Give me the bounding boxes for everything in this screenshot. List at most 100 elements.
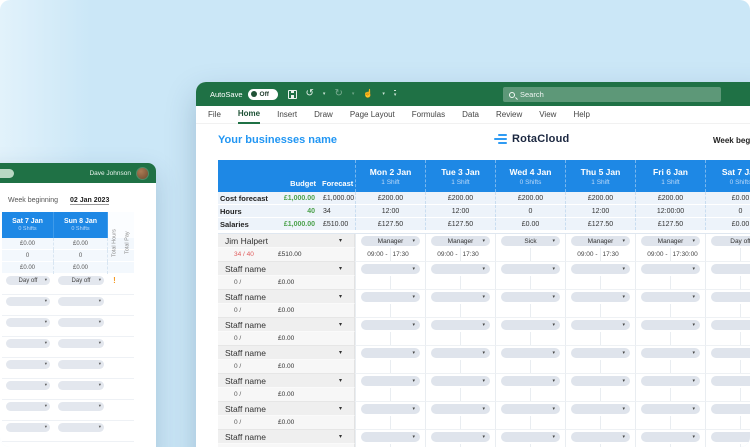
shift-dropdown[interactable]: Manager▾ [571,236,630,246]
shift-time-cell[interactable]: 09:00 -17:30 [565,248,635,262]
shift-time-cell[interactable] [705,360,750,374]
shift-time-cell[interactable] [425,276,495,290]
preview-shift-dropdown[interactable]: Day off▾ [6,276,50,285]
shift-dropdown[interactable]: ▾ [361,320,420,330]
preview-shift-dropdown[interactable]: ▾ [6,339,50,348]
shift-time-cell[interactable] [705,248,750,262]
shift-time-cell[interactable] [495,416,565,430]
shift-dropdown[interactable]: ▾ [711,264,750,274]
preview-shift-dropdown[interactable]: Day off▾ [58,276,104,285]
touch-mode-chevron-icon[interactable]: ▾ [382,91,385,97]
shift-dropdown[interactable]: ▾ [431,404,490,414]
week-beginning-value[interactable]: 02 Jan 2023 [70,197,109,205]
shift-dropdown[interactable]: ▾ [641,264,700,274]
shift-dropdown[interactable]: Manager▾ [641,236,700,246]
shift-dropdown[interactable]: ▾ [431,320,490,330]
shift-time-cell[interactable] [425,416,495,430]
preview-shift-dropdown[interactable]: ▾ [58,297,104,306]
tab-help[interactable]: Help [573,107,589,123]
shift-dropdown[interactable]: ▾ [501,432,560,442]
shift-dropdown[interactable]: ▾ [501,348,560,358]
shift-time-cell[interactable] [355,416,425,430]
shift-dropdown[interactable]: ▾ [571,404,630,414]
shift-dropdown[interactable]: ▾ [361,404,420,414]
shift-time-cell[interactable] [495,388,565,402]
shift-time-cell[interactable] [565,332,635,346]
shift-dropdown[interactable]: ▾ [501,404,560,414]
tab-data[interactable]: Data [462,107,479,123]
staff-name-cell[interactable]: Staff name▾ [218,290,355,304]
shift-time-cell[interactable] [635,332,705,346]
shift-dropdown[interactable]: ▾ [501,264,560,274]
preview-shift-dropdown[interactable]: ▾ [6,402,50,411]
shift-dropdown[interactable]: ▾ [431,348,490,358]
shift-time-cell[interactable] [425,388,495,402]
shift-dropdown[interactable]: ▾ [501,376,560,386]
shift-dropdown[interactable]: ▾ [641,348,700,358]
staff-name-cell[interactable]: Staff name▾ [218,402,355,416]
preview-shift-dropdown[interactable]: ▾ [6,318,50,327]
staff-name-cell[interactable]: Staff name▾ [218,262,355,276]
shift-time-cell[interactable] [565,388,635,402]
shift-dropdown[interactable]: ▾ [641,376,700,386]
shift-dropdown[interactable]: ▾ [711,320,750,330]
shift-time-cell[interactable] [355,388,425,402]
shift-time-cell[interactable] [495,304,565,318]
shift-dropdown[interactable]: ▾ [711,376,750,386]
staff-name-cell[interactable]: Staff name▾ [218,430,355,444]
shift-dropdown[interactable]: ▾ [641,292,700,302]
shift-dropdown[interactable]: Day off▾ [711,236,750,246]
shift-time-cell[interactable] [705,416,750,430]
preview-shift-dropdown[interactable]: ▾ [58,402,104,411]
staff-name-cell[interactable]: Jim Halpert▾ [218,234,355,248]
staff-name-cell[interactable]: Staff name▾ [218,374,355,388]
shift-time-cell[interactable] [565,304,635,318]
customize-qat-icon[interactable]: ▾ [394,90,397,98]
shift-dropdown[interactable]: ▾ [711,348,750,358]
shift-time-cell[interactable]: 09:00 -17:30 [355,248,425,262]
shift-time-cell[interactable] [565,360,635,374]
shift-time-cell[interactable] [705,304,750,318]
shift-dropdown[interactable]: ▾ [431,292,490,302]
shift-time-cell[interactable] [705,276,750,290]
shift-time-cell[interactable] [705,332,750,346]
touch-mode-icon[interactable]: ☝ [363,90,373,98]
search-input[interactable]: Search [503,87,721,102]
shift-dropdown[interactable]: ▾ [361,348,420,358]
shift-dropdown[interactable]: Sick▾ [501,236,560,246]
shift-time-cell[interactable]: 09:00 -17:30:00 [635,248,705,262]
tab-draw[interactable]: Draw [314,107,333,123]
shift-dropdown[interactable]: ▾ [361,432,420,442]
shift-time-cell[interactable] [355,304,425,318]
shift-time-cell[interactable] [495,332,565,346]
shift-time-cell[interactable] [635,388,705,402]
shift-dropdown[interactable]: ▾ [571,348,630,358]
preview-shift-dropdown[interactable]: ▾ [58,318,104,327]
shift-time-cell[interactable] [425,332,495,346]
preview-shift-dropdown[interactable]: ▾ [6,360,50,369]
shift-dropdown[interactable]: ▾ [641,432,700,442]
shift-dropdown[interactable]: ▾ [361,376,420,386]
preview-shift-dropdown[interactable]: ▾ [6,297,50,306]
shift-dropdown[interactable]: ▾ [361,292,420,302]
shift-time-cell[interactable] [565,416,635,430]
shift-time-cell[interactable] [705,388,750,402]
shift-dropdown[interactable]: ▾ [361,264,420,274]
shift-dropdown[interactable]: ▾ [431,264,490,274]
shift-time-cell[interactable] [355,332,425,346]
autosave-toggle[interactable]: Off [248,89,278,100]
shift-dropdown[interactable]: ▾ [571,376,630,386]
preview-shift-dropdown[interactable]: ▾ [58,423,104,432]
business-name-cell[interactable]: Your businesses name [218,134,337,146]
shift-time-cell[interactable]: 09:00 -17:30 [425,248,495,262]
tab-home[interactable]: Home [238,106,260,124]
preview-shift-dropdown[interactable]: ▾ [58,339,104,348]
tab-formulas[interactable]: Formulas [412,107,445,123]
undo-chevron-icon[interactable]: ▾ [323,91,326,97]
shift-dropdown[interactable]: Manager▾ [361,236,420,246]
preview-shift-dropdown[interactable]: ▾ [6,381,50,390]
shift-time-cell[interactable] [635,276,705,290]
shift-dropdown[interactable]: ▾ [501,292,560,302]
shift-dropdown[interactable]: ▾ [571,432,630,442]
avatar[interactable] [136,167,149,180]
